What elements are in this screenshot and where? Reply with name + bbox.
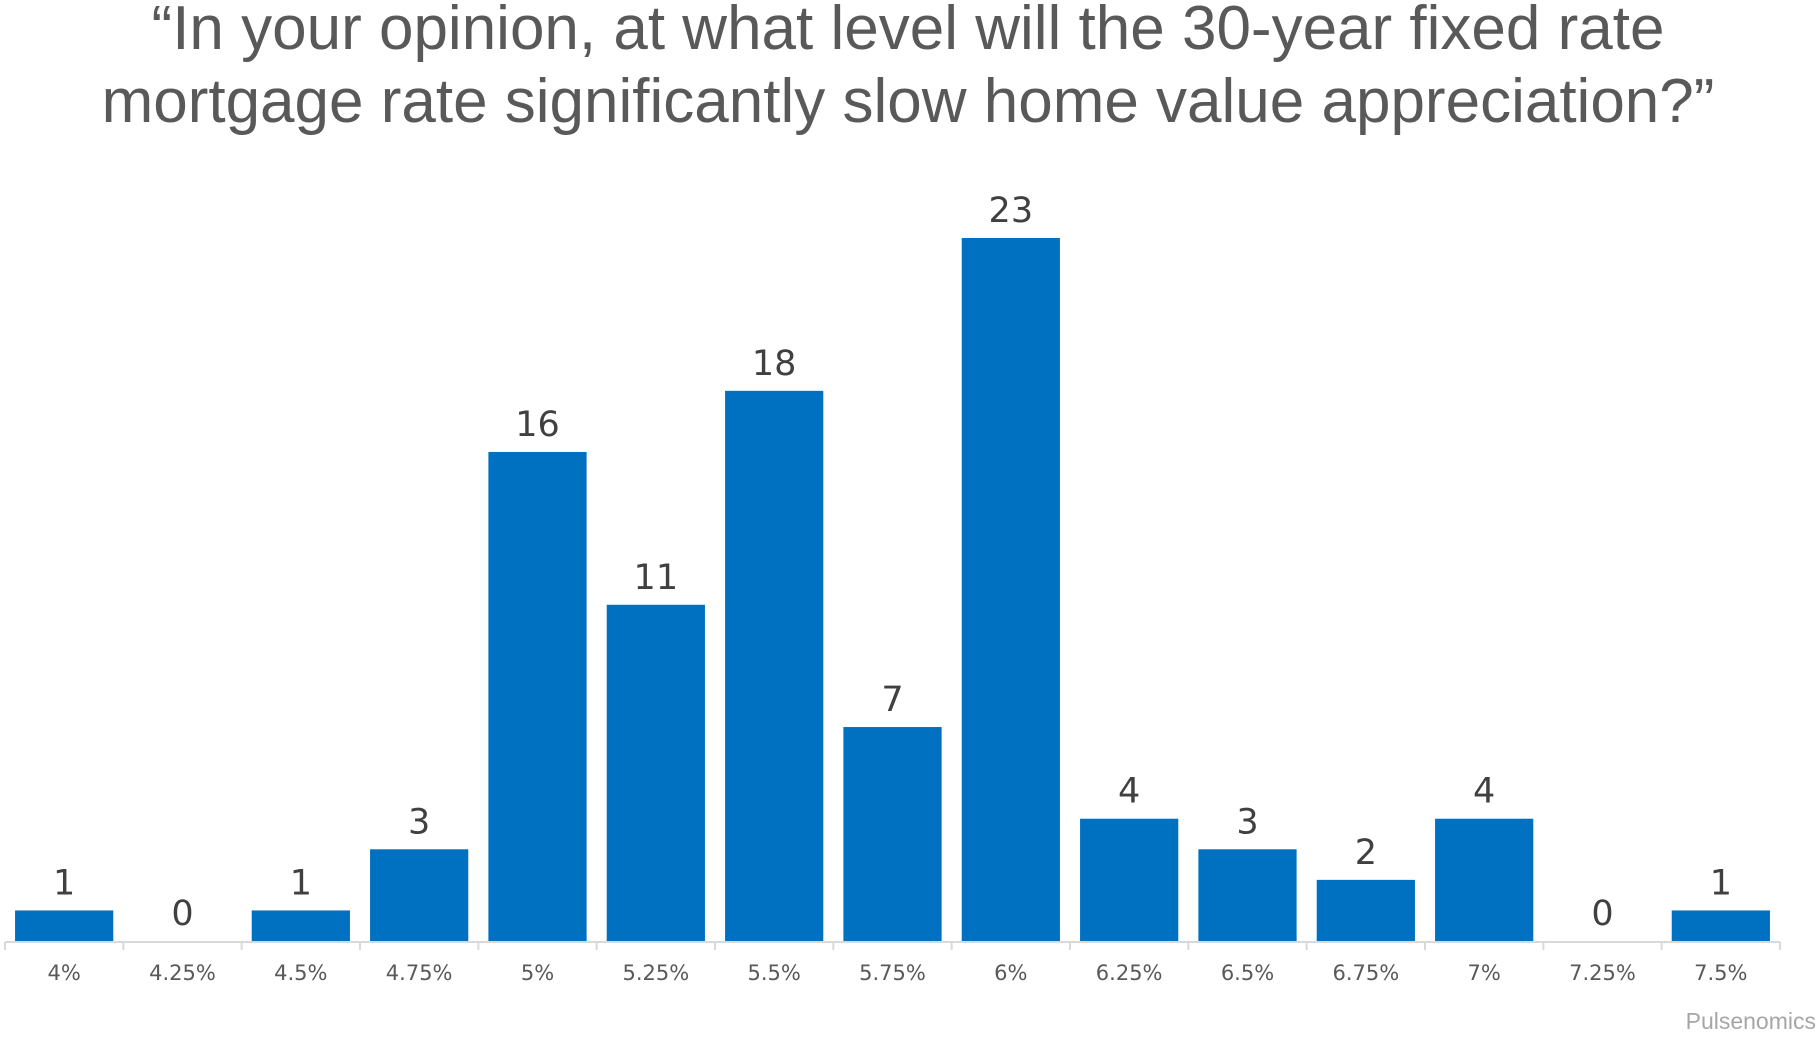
x-axis-tick-labels: 4% 4.25% 4.5% 4.75% 5% 5.25% 5.5% 5.75% 6% 6.25% 6… bbox=[48, 961, 1748, 985]
x-tick-label: 5.25% bbox=[622, 961, 689, 985]
bar-value-label: 7 bbox=[881, 680, 903, 720]
x-tick-label: 6.25% bbox=[1096, 961, 1163, 985]
x-tick-label: 4% bbox=[48, 961, 81, 985]
x-tick-label: 7.25% bbox=[1569, 961, 1636, 985]
bar-value-label: 11 bbox=[634, 558, 679, 598]
x-tick-label: 6.75% bbox=[1332, 961, 1399, 985]
bar-value-label: 3 bbox=[408, 802, 430, 842]
bar-value-label: 1 bbox=[1710, 863, 1732, 903]
x-tick-label: 4.25% bbox=[149, 961, 216, 985]
bar-value-labels: 1 0 1 3 16 11 18 7 23 4 3 2 4 0 1 bbox=[53, 191, 1732, 934]
x-tick-label: 6% bbox=[994, 961, 1027, 985]
bar-value-label: 16 bbox=[515, 405, 560, 445]
bar-6.25% bbox=[1080, 818, 1179, 941]
bar-5.5% bbox=[725, 390, 824, 942]
bar-6.75% bbox=[1316, 879, 1415, 941]
chart-title: “In your opinion, at what level will the… bbox=[0, 0, 1816, 138]
bar-value-label: 2 bbox=[1355, 833, 1377, 873]
bar-value-label: 4 bbox=[1473, 772, 1495, 812]
x-tick-label: 4.5% bbox=[274, 961, 327, 985]
bar-6.5% bbox=[1198, 849, 1297, 941]
bar-value-label: 4 bbox=[1118, 772, 1140, 812]
bar-7.5% bbox=[1671, 910, 1770, 941]
x-tick-label: 5% bbox=[521, 961, 554, 985]
x-tick-label: 5.75% bbox=[859, 961, 926, 985]
x-tick-label: 7% bbox=[1468, 961, 1501, 985]
bars bbox=[15, 238, 1770, 942]
bar-value-label: 18 bbox=[752, 344, 797, 384]
bar-5.75% bbox=[843, 727, 942, 941]
bar-value-label: 1 bbox=[290, 863, 312, 903]
chart-title-line-1: “In your opinion, at what level will the… bbox=[151, 0, 1665, 63]
bar-value-label: 23 bbox=[989, 191, 1034, 231]
x-tick-label: 6.5% bbox=[1221, 961, 1274, 985]
bar-value-label: 0 bbox=[171, 894, 193, 934]
x-axis bbox=[4, 941, 1781, 950]
bar-4.75% bbox=[370, 849, 469, 941]
bar-4.5% bbox=[251, 910, 350, 941]
bar-5.25% bbox=[606, 604, 705, 941]
x-tick-label: 5.5% bbox=[747, 961, 800, 985]
bar-value-label: 3 bbox=[1236, 802, 1258, 842]
x-tick-label: 4.75% bbox=[386, 961, 453, 985]
bar-7% bbox=[1435, 818, 1534, 941]
chart-title-line-2: mortgage rate significantly slow home va… bbox=[101, 67, 1715, 136]
bar-5% bbox=[488, 451, 587, 941]
bar-6% bbox=[961, 238, 1060, 941]
x-tick-label: 7.5% bbox=[1694, 961, 1747, 985]
bar-value-label: 0 bbox=[1591, 894, 1613, 934]
bar-value-label: 1 bbox=[53, 863, 75, 903]
source-credit: Pulsenomics bbox=[1685, 1008, 1816, 1034]
bar-4% bbox=[15, 910, 114, 941]
